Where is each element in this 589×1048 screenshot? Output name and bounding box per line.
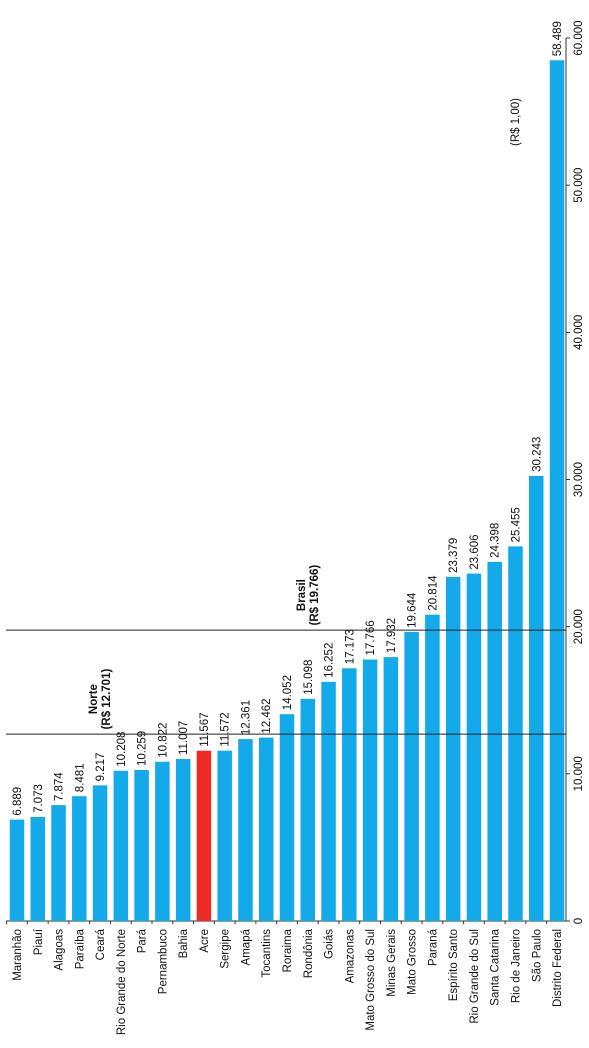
bar-1 (30, 816, 46, 921)
category-label-13: Roraima (282, 928, 294, 972)
value-label-25: 30.243 (531, 437, 543, 472)
value-label-0: 6.889 (12, 787, 24, 816)
value-label-17: 17.766 (365, 620, 377, 655)
bar-3 (72, 796, 87, 921)
bar-14 (300, 698, 316, 921)
bar-18 (383, 657, 399, 921)
category-label-25: São Paulo (531, 929, 543, 982)
value-label-11: 12.361 (240, 700, 252, 735)
category-label-4: Ceará (95, 928, 107, 960)
value-label-16: 17.173 (344, 629, 356, 664)
category-label-8: Bahia (178, 928, 190, 958)
reference-label-1-line2: (R$ 19.766) (309, 565, 321, 626)
value-label-23: 24.398 (490, 523, 502, 558)
category-label-6: Pará (137, 928, 149, 953)
bar-19 (404, 631, 419, 921)
value-label-18: 17.932 (386, 618, 398, 653)
value-axis-tick-label-5: 50.000 (573, 168, 585, 203)
value-axis-tick-label-4: 40.000 (573, 315, 585, 350)
value-label-4: 9.217 (95, 753, 107, 782)
bar-0 (9, 819, 25, 921)
value-label-3: 8.481 (74, 763, 86, 792)
value-label-5: 10.208 (116, 732, 128, 767)
value-axis-tick-label-6: 60.000 (573, 20, 585, 55)
category-label-19: Mato Grosso (407, 929, 419, 995)
value-label-14: 15.098 (303, 660, 315, 695)
category-label-17: Mato Grosso do Sul (365, 929, 377, 1031)
bar-11 (238, 739, 253, 921)
value-label-12: 12.462 (261, 698, 273, 733)
category-label-1: Piauí (33, 928, 45, 955)
category-label-22: Rio Grande do Sul (469, 929, 481, 1024)
unit-label: (R$ 1,00) (510, 98, 522, 146)
bar-21 (445, 576, 461, 921)
bar-8 (175, 759, 191, 921)
bar-9 (196, 750, 212, 921)
bar-16 (342, 668, 357, 921)
category-label-21: Espírito Santo (448, 929, 460, 1001)
bar-10 (217, 750, 232, 921)
bar-25 (529, 475, 544, 921)
value-axis-tick-label-3: 30.000 (573, 462, 585, 497)
reference-label-0-line1: Norte (88, 684, 100, 714)
value-label-13: 14.052 (282, 675, 294, 710)
category-label-20: Paraná (427, 928, 439, 966)
category-label-26: Distrito Federal (552, 929, 564, 1007)
value-label-24: 25.455 (510, 507, 522, 542)
category-label-5: Rio Grande do Norte (116, 929, 128, 1035)
bar-4 (92, 785, 108, 921)
value-label-19: 19.644 (407, 592, 419, 628)
value-label-8: 11.007 (178, 721, 190, 755)
value-axis-tick-label-2: 20.000 (573, 609, 585, 644)
value-label-2: 7.874 (54, 772, 66, 801)
bar-20 (425, 614, 440, 921)
bar-7 (155, 761, 170, 921)
value-label-22: 23.606 (469, 534, 481, 569)
bar-17 (362, 659, 378, 921)
category-label-14: Rondônia (303, 928, 315, 978)
category-label-23: Santa Catarina (490, 928, 502, 1005)
reference-label-1-line1: Brasil (296, 579, 308, 611)
category-label-10: Sergipe (220, 929, 232, 969)
value-label-20: 20.814 (427, 575, 439, 611)
category-label-0: Maranhão (12, 929, 24, 981)
category-label-9: Acre (199, 929, 211, 953)
value-label-6: 10.259 (137, 731, 149, 766)
category-label-16: Amazonas (344, 929, 356, 984)
bar-15 (321, 681, 336, 921)
value-axis-tick-label-1: 10.000 (573, 756, 585, 791)
value-label-15: 16.252 (324, 643, 336, 678)
value-label-9: 11.567 (199, 712, 211, 746)
bar-23 (487, 561, 502, 921)
category-label-12: Tocantins (261, 929, 273, 978)
bar-13 (279, 714, 295, 921)
bar-26 (549, 60, 565, 922)
value-label-26: 58.489 (552, 21, 564, 56)
value-label-7: 10.822 (157, 723, 169, 758)
category-label-24: Rio de Janeiro (510, 929, 522, 1003)
reference-label-0-line2: (R$ 12.701) (101, 669, 113, 730)
value-axis-tick-label-0: 0 (573, 918, 585, 924)
category-label-2: Alagoas (54, 929, 66, 971)
category-label-7: Pernambuco (157, 929, 169, 994)
bar-22 (466, 573, 482, 921)
category-label-18: Minas Gerais (386, 929, 398, 997)
category-label-3: Paraíba (74, 928, 86, 969)
category-label-11: Amapá (240, 928, 252, 965)
bar-6 (134, 770, 149, 921)
category-label-15: Goiás (324, 929, 336, 959)
bar-12 (258, 737, 274, 921)
value-label-1: 7.073 (33, 784, 45, 813)
bar-5 (113, 770, 129, 921)
value-label-10: 11.572 (220, 712, 232, 746)
bar-2 (51, 805, 66, 921)
value-label-21: 23.379 (448, 538, 460, 573)
